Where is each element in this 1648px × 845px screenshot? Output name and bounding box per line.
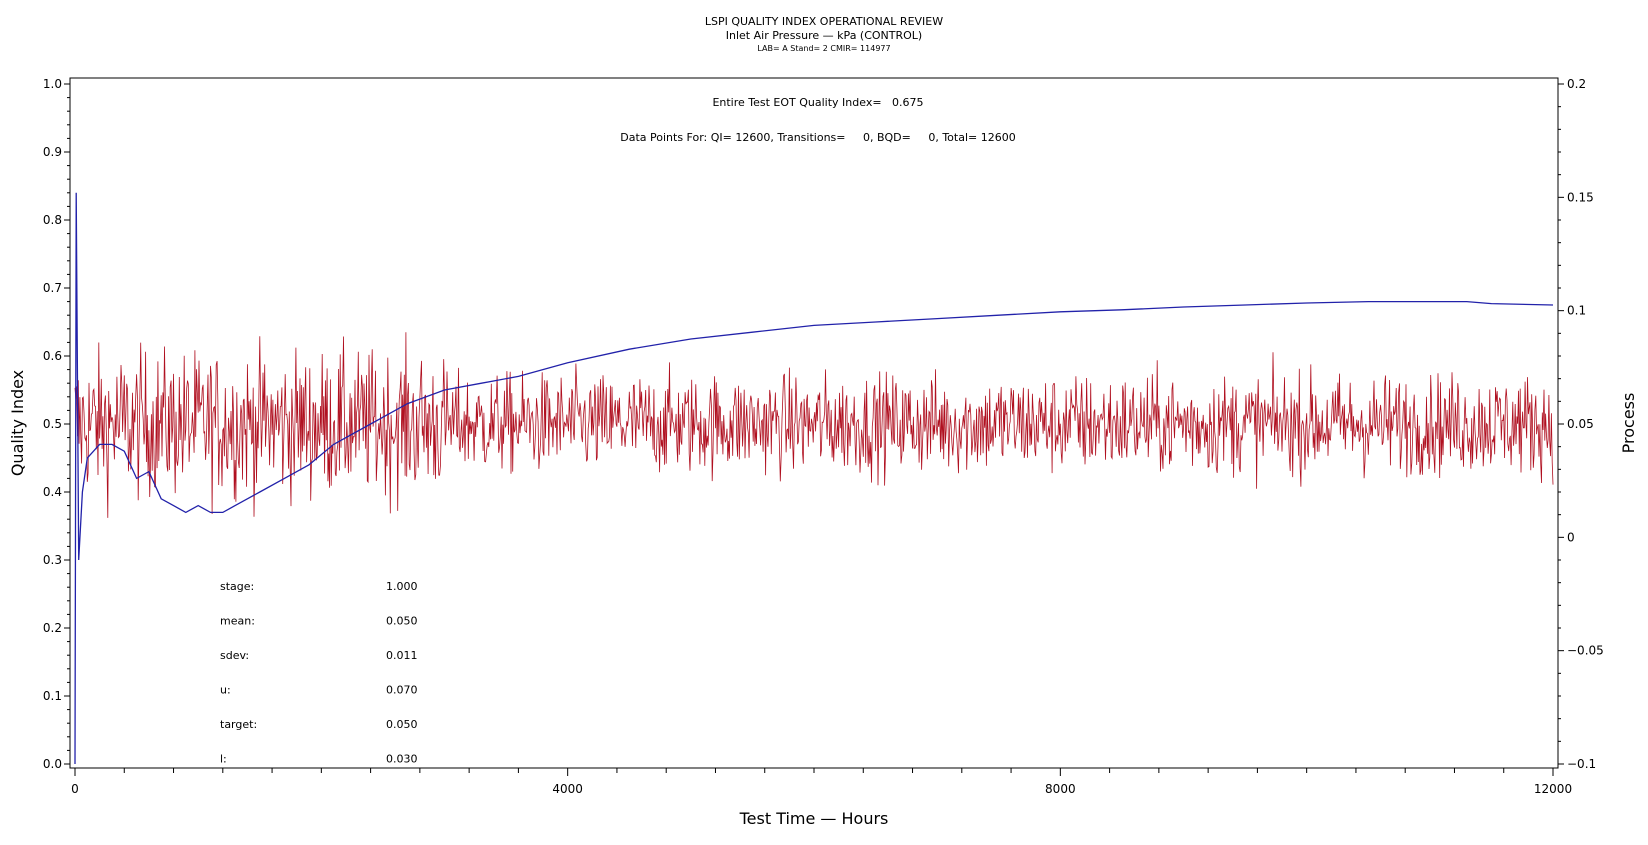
quality-index-series xyxy=(74,192,1554,765)
stat-label: mean: xyxy=(220,615,255,628)
y-tick-label: 0.9 xyxy=(43,145,62,159)
y-tick-label: 0.4 xyxy=(43,485,62,499)
y2-tick-label: −0.05 xyxy=(1567,644,1604,658)
x-axis-label: Test Time — Hours xyxy=(739,809,889,828)
y2-tick-label: 0.1 xyxy=(1567,304,1586,318)
y-tick-label: 0.0 xyxy=(43,757,62,771)
y2-axis-label: Process xyxy=(1619,393,1638,454)
stat-label: l: xyxy=(220,753,227,766)
y2-tick-label: 0.05 xyxy=(1567,417,1594,431)
stat-value: 0.011 xyxy=(386,649,418,662)
y2-tick-label: 0.15 xyxy=(1567,190,1594,204)
y-tick-label: 0.2 xyxy=(43,621,62,635)
y-tick-label: 0.5 xyxy=(43,417,62,431)
stat-label: stage: xyxy=(220,580,254,593)
chart-title: LSPI QUALITY INDEX OPERATIONAL REVIEW xyxy=(705,15,943,28)
data-points-annotation: Data Points For: QI= 12600, Transitions=… xyxy=(620,131,1015,144)
x-tick-label: 4000 xyxy=(552,782,583,796)
stat-value: 1.000 xyxy=(386,580,418,593)
y-tick-label: 0.8 xyxy=(43,213,62,227)
y-tick-label: 0.6 xyxy=(43,349,62,363)
stat-value: 0.030 xyxy=(386,753,418,766)
stat-value: 0.050 xyxy=(386,615,418,628)
x-tick-label: 0 xyxy=(71,782,79,796)
process-series xyxy=(74,332,1554,518)
stats-panel: stage: 1.000 mean: 0.050 sdev: 0.011 u: 0.070 ta… xyxy=(220,580,418,766)
chart-subsubtitle: LAB= A Stand= 2 CMIR= 114977 xyxy=(757,44,890,53)
x-tick-label: 12000 xyxy=(1534,782,1572,796)
eot-quality-annotation: Entire Test EOT Quality Index= 0.675 xyxy=(712,96,923,109)
y2-tick-label: 0.2 xyxy=(1567,77,1586,91)
bottom-axis: 0 4000 8000 12000 xyxy=(71,768,1572,796)
y-tick-label: 0.7 xyxy=(43,281,62,295)
quality-index-line xyxy=(74,192,1554,765)
stat-value: 0.070 xyxy=(386,684,418,697)
y2-tick-label: 0 xyxy=(1567,530,1575,544)
process-line xyxy=(74,332,1554,518)
y-tick-label: 0.3 xyxy=(43,553,62,567)
y-axis-label: Quality Index xyxy=(8,370,27,476)
y2-tick-label: −0.1 xyxy=(1567,757,1596,771)
chart-subtitle: Inlet Air Pressure — kPa (CONTROL) xyxy=(726,29,922,42)
right-axis: −0.1 −0.05 0 0.05 0.1 0.15 0.2 xyxy=(1558,77,1604,771)
stat-label: sdev: xyxy=(220,649,249,662)
stat-label: target: xyxy=(220,718,257,731)
stat-label: u: xyxy=(220,684,231,697)
stat-value: 0.050 xyxy=(386,718,418,731)
left-axis: 0.0 0.1 0.2 0.3 0.4 0.5 0.6 0.7 0.8 0.9 1.0 xyxy=(43,77,70,771)
y-tick-label: 1.0 xyxy=(43,77,62,91)
y-tick-label: 0.1 xyxy=(43,689,62,703)
x-tick-label: 8000 xyxy=(1045,782,1076,796)
